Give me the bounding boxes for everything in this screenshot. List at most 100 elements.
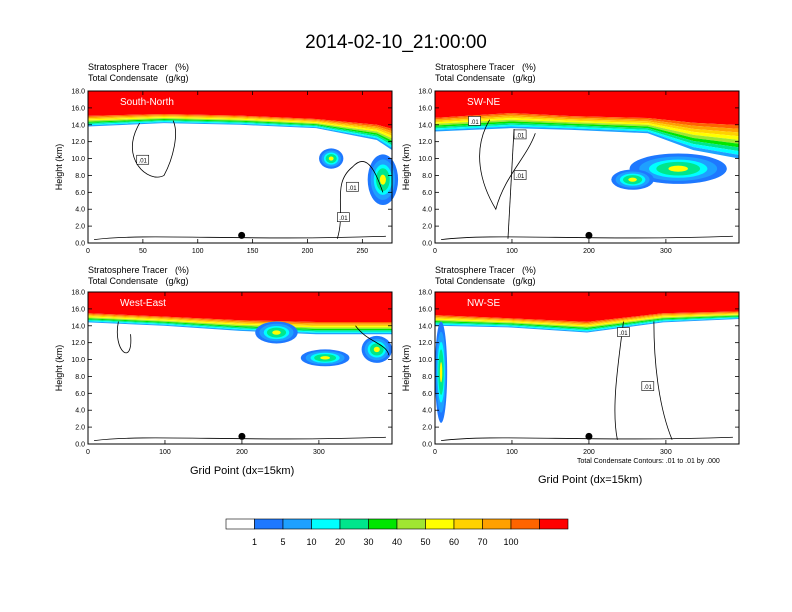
x-tick-label: 250 [357,248,369,255]
condensate-contour-1 [479,119,536,211]
tracer-blob-1-5 [668,165,688,172]
colorbar-label-6: 40 [392,537,402,547]
tracer-blob-2-5 [328,156,334,161]
y-axis-label: Height (km) [54,144,64,191]
x-tick-label: 100 [506,449,518,456]
tracer-band-3 [435,114,739,133]
y-tick-label: 2.0 [75,425,85,432]
colorbar-swatch-9 [453,518,483,530]
x-tick-label: 100 [159,449,171,456]
tracer-band-5 [435,313,739,327]
colorbar-label-3: 10 [306,537,316,547]
tracer-band-10 [88,321,392,335]
colorbar-swatch-11 [510,518,540,530]
tracer-band-8 [88,319,392,332]
x-tick-label: 100 [506,248,518,255]
contour-label-box-2 [641,381,655,391]
y-tick-label: 18.0 [418,290,432,297]
tracer-band-2 [88,313,392,324]
x-tick-label: 0 [86,248,90,255]
y-tick-label: 4.0 [422,408,432,415]
y-tick-label: 4.0 [75,408,85,415]
y-tick-label: 8.0 [422,173,432,180]
colorbar-label-10: 100 [503,537,518,547]
tracer-band-2 [435,311,739,324]
y-tick-label: 16.0 [418,105,432,112]
y-tick-label: 6.0 [75,190,85,197]
x-axis-label-right: Grid Point (dx=15km) [538,474,643,486]
tracer-band-3 [435,312,739,325]
contour-label-2: .01 [348,186,357,192]
x-tick-label: 50 [139,248,147,255]
tracer-band-8 [435,316,739,331]
y-tick-label: 10.0 [71,156,85,163]
y-tick-label: 14.0 [71,122,85,129]
colorbar-swatch-5 [339,518,369,530]
plot-frame [87,291,393,445]
location-marker [585,432,593,440]
tracer-band-2 [88,113,392,132]
section-label: SW-NE [467,97,500,108]
x-tick-label: 0 [86,449,90,456]
tracer-band-6 [435,119,739,144]
colorbar-swatch-4 [311,518,341,530]
x-tick-label: 150 [247,248,259,255]
tracer-band-7 [435,315,739,329]
tracer-band-5 [88,316,392,328]
panel-nw-se: .01 .01 NW-SE 0.0 2.0 4.0 6.0 8.0 10.0 12.0 14.0 16… [401,290,740,456]
section-label: South-North [120,97,174,108]
colorbar-label-4: 20 [335,537,345,547]
contour-label-2: .01 [644,385,653,391]
y-tick-label: 0.0 [75,241,85,248]
tracer-blob-2-5 [320,356,330,360]
tracer-band-5 [435,118,739,140]
y-tick-label: 8.0 [422,374,432,381]
tracer-band-4 [88,115,392,136]
y-axis-label: Height (km) [54,345,64,392]
tracer-band-10 [435,126,739,159]
figure-title: 2014-02-10_21:00:00 [305,32,487,53]
colorbar-swatch-3 [282,518,312,530]
tracer-band-9 [88,320,392,333]
panel1-var-label-2: Total Condensate (g/kg) [88,73,189,83]
tracer-band-4 [435,313,739,326]
colorbar: 1 5 10 20 30 40 50 60 70 100 [225,518,569,547]
tracer-blob-1-5 [272,330,281,335]
tracer-band-5 [88,117,392,139]
contour-label-1: .01 [619,331,628,337]
y-tick-label: 0.0 [75,442,85,449]
location-marker [238,231,246,239]
contour-label-2: .01 [516,174,525,180]
colorbar-label-7: 50 [420,537,430,547]
tracer-band-8 [435,123,739,152]
y-tick-label: 6.0 [422,391,432,398]
y-tick-label: 10.0 [71,357,85,364]
colorbar-label-5: 30 [363,537,373,547]
condensate-contour-3 [94,235,386,241]
y-tick-label: 10.0 [418,156,432,163]
tracer-cap-red [88,292,392,321]
contour-label-box-2 [513,170,527,180]
y-tick-label: 2.0 [422,425,432,432]
plot-frame [87,90,393,244]
tracer-cap-red [435,292,739,321]
colorbar-swatch-10 [482,518,512,530]
condensate-contour-1 [116,321,132,354]
x-tick-label: 200 [583,248,595,255]
x-axis-label-left: Grid Point (dx=15km) [190,465,295,477]
plot-frame [434,291,740,445]
tracer-band-3 [88,314,392,325]
y-tick-label: 10.0 [418,357,432,364]
y-tick-label: 18.0 [418,89,432,96]
x-tick-label: 0 [433,248,437,255]
y-tick-label: 0.0 [422,442,432,449]
y-tick-label: 14.0 [418,122,432,129]
x-tick-label: 0 [433,449,437,456]
y-tick-label: 12.0 [71,139,85,146]
panel2-var-label-1: Stratosphere Tracer (%) [435,62,537,72]
panel4-var-label-1: Stratosphere Tracer (%) [435,265,537,275]
tracer-blob-2-5 [628,177,637,182]
tracer-blob-1-5 [379,174,386,185]
y-tick-label: 18.0 [71,89,85,96]
panel4-var-label-2: Total Condensate (g/kg) [435,276,536,286]
